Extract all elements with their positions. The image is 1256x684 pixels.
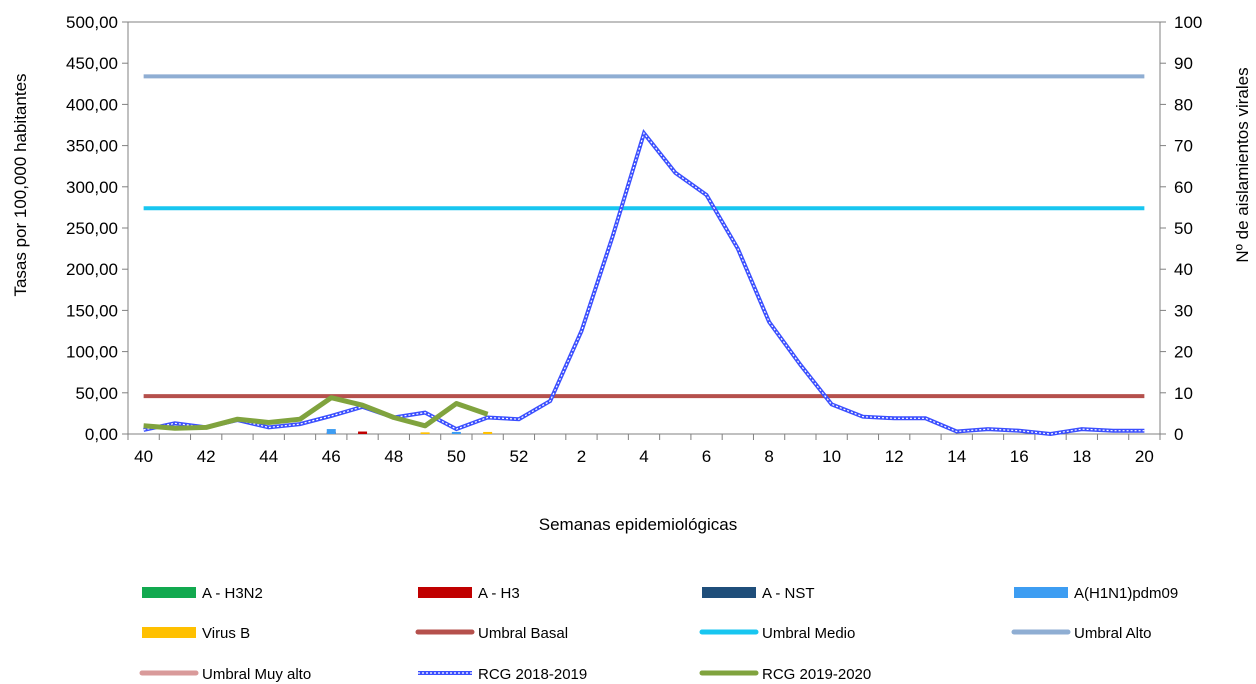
- legend-label: A - NST: [762, 585, 815, 602]
- x-tick-label: 52: [509, 447, 528, 466]
- y2-tick-label: 30: [1174, 301, 1193, 320]
- x-tick-label: 8: [764, 447, 773, 466]
- bar-virus-b: [483, 431, 493, 434]
- legend-swatch-a-h3: [418, 587, 472, 598]
- plot-area: [127, 21, 1161, 437]
- series-line-rcg-2018-2019: [143, 128, 1145, 437]
- y-axis-right: 0 10 20 30 40 50 60 70 80 90 100: [1160, 13, 1202, 444]
- y2-tick-label: 100: [1174, 13, 1202, 32]
- x-tick-label: 2: [577, 447, 586, 466]
- y-tick-label: 300,00: [66, 178, 118, 197]
- legend-swatch-a-nst: [702, 587, 756, 598]
- x-tick-label: 18: [1072, 447, 1091, 466]
- legend-label: RCG 2018-2019: [478, 666, 587, 683]
- x-tick-label: 10: [822, 447, 841, 466]
- x-tick-label: 14: [947, 447, 966, 466]
- bar-a-h1n1-pdm09: [451, 431, 461, 434]
- legend-swatch-virus-b: [142, 627, 196, 638]
- legend-swatch-a-h3n2: [142, 587, 196, 598]
- legend-label: Umbral Alto: [1074, 625, 1152, 642]
- x-tick-label: 40: [134, 447, 153, 466]
- x-tick-label: 4: [639, 447, 648, 466]
- x-tick-label: 6: [702, 447, 711, 466]
- y2-tick-label: 20: [1174, 343, 1193, 362]
- x-tick-label: 44: [259, 447, 278, 466]
- y-tick-label: 450,00: [66, 54, 118, 73]
- x-tick-label: 42: [197, 447, 216, 466]
- y-axis-left: 0,00 50,00 100,00 150,00 200,00 250,00 300,00 3…: [66, 13, 128, 444]
- plot-frame: [127, 21, 1161, 435]
- y-tick-label: 100,00: [66, 343, 118, 362]
- x-tick-label: 46: [322, 447, 341, 466]
- y2-tick-label: 0: [1174, 425, 1183, 444]
- x-tick-label: 12: [885, 447, 904, 466]
- y2-axis-title: Nº de aislamientos virales: [1233, 67, 1252, 262]
- legend-label: RCG 2019-2020: [762, 666, 871, 683]
- y-tick-label: 350,00: [66, 137, 118, 156]
- y2-tick-label: 90: [1174, 54, 1193, 73]
- legend-swatch-a-h1n1-pdm09: [1014, 587, 1068, 598]
- x-tick-label: 50: [447, 447, 466, 466]
- y2-tick-label: 60: [1174, 178, 1193, 197]
- y-axis-title: Tasas por 100,000 habitantes: [11, 73, 30, 296]
- y-tick-label: 200,00: [66, 260, 118, 279]
- legend-label: Umbral Medio: [762, 625, 855, 642]
- legend-label: Umbral Basal: [478, 625, 568, 642]
- series-line-rcg-2019-2020: [143, 395, 489, 431]
- y-tick-label: 400,00: [66, 95, 118, 114]
- legend-label: Umbral Muy alto: [202, 666, 311, 683]
- y-tick-label: 150,00: [66, 301, 118, 320]
- legend-label: A(H1N1)pdm09: [1074, 585, 1178, 602]
- bar-a-h1n1-pdm09: [326, 429, 336, 434]
- x-tick-label: 48: [384, 447, 403, 466]
- y-tick-label: 50,00: [75, 384, 118, 403]
- y2-tick-label: 70: [1174, 137, 1193, 156]
- x-tick-label: 20: [1135, 447, 1154, 466]
- series-line-rcg-2018-2019-pattern: [143, 131, 1145, 435]
- y-tick-label: 500,00: [66, 13, 118, 32]
- y2-tick-label: 80: [1174, 95, 1193, 114]
- x-axis: 40 42 44 46 48 50 52 2 4 6 8 10 12 14 16 18 20: [127, 434, 1161, 466]
- legend-label: A - H3N2: [202, 585, 263, 602]
- x-axis-title: Semanas epidemiológicas: [539, 515, 737, 534]
- y2-tick-label: 50: [1174, 219, 1193, 238]
- legend: A - H3N2 A - H3 A - NST A(H1N1)pdm09 Virus B…: [139, 585, 1178, 683]
- y-tick-label: 0,00: [85, 425, 118, 444]
- bar-a-h3: [358, 431, 368, 434]
- y-tick-label: 250,00: [66, 219, 118, 238]
- bar-virus-b: [420, 432, 430, 434]
- y2-tick-label: 40: [1174, 260, 1193, 279]
- y2-tick-label: 10: [1174, 384, 1193, 403]
- legend-label: A - H3: [478, 585, 520, 602]
- x-tick-label: 16: [1010, 447, 1029, 466]
- legend-label: Virus B: [202, 625, 250, 642]
